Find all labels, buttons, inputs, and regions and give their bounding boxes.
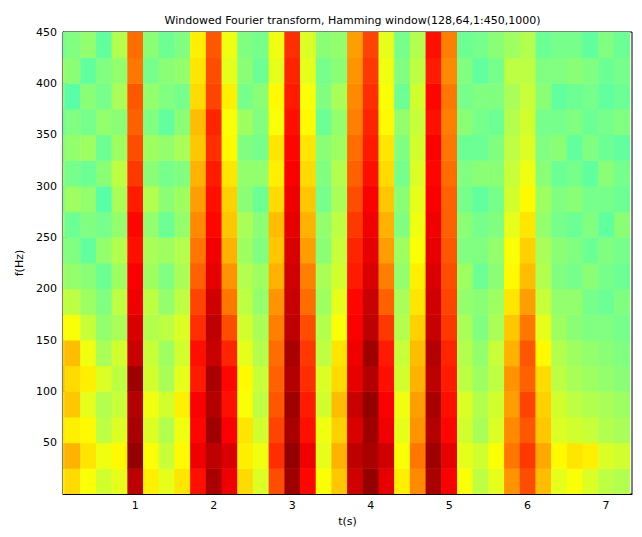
svg-text:150: 150 <box>36 334 57 347</box>
svg-text:f(Hz): f(Hz) <box>13 250 26 277</box>
svg-text:350: 350 <box>36 128 57 141</box>
svg-text:300: 300 <box>36 180 57 193</box>
svg-text:450: 450 <box>36 26 57 39</box>
svg-text:t(s): t(s) <box>338 515 357 528</box>
svg-text:4: 4 <box>367 499 374 512</box>
svg-text:1: 1 <box>132 499 139 512</box>
svg-text:Windowed Fourier transform, Ha: Windowed Fourier transform, Hamming wind… <box>165 14 541 27</box>
svg-text:250: 250 <box>36 231 57 244</box>
svg-text:5: 5 <box>446 499 453 512</box>
svg-text:7: 7 <box>603 499 610 512</box>
svg-text:400: 400 <box>36 77 57 90</box>
svg-text:50: 50 <box>43 436 57 449</box>
svg-text:100: 100 <box>36 385 57 398</box>
svg-text:200: 200 <box>36 282 57 295</box>
svg-text:3: 3 <box>289 499 296 512</box>
svg-text:2: 2 <box>210 499 217 512</box>
svg-text:6: 6 <box>524 499 531 512</box>
